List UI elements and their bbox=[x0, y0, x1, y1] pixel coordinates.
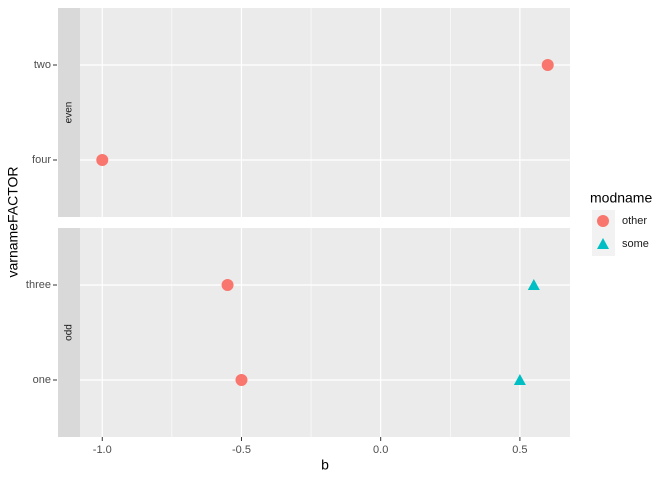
legend-title: modname bbox=[590, 190, 652, 206]
x-tick-label: 0.5 bbox=[512, 444, 527, 456]
strip-label: even bbox=[64, 102, 75, 124]
x-tick-label: -0.5 bbox=[232, 444, 251, 456]
x-axis-title: b bbox=[321, 457, 329, 473]
point bbox=[527, 279, 540, 290]
point bbox=[221, 279, 234, 291]
y-tick-label: three bbox=[26, 279, 51, 291]
strip-label: odd bbox=[64, 324, 75, 341]
y-tick-label: two bbox=[34, 59, 51, 71]
legend-label: some bbox=[622, 238, 649, 250]
y-tick-label: four bbox=[32, 154, 51, 166]
panel-background bbox=[80, 228, 570, 437]
legend-symbol bbox=[597, 215, 609, 227]
y-axis-title: varnameFACTOR bbox=[5, 167, 21, 278]
point bbox=[541, 59, 554, 71]
strip bbox=[58, 8, 80, 217]
legend-label: other bbox=[622, 215, 647, 227]
point bbox=[96, 154, 109, 166]
legend-symbol bbox=[597, 238, 609, 249]
y-tick-label: one bbox=[33, 374, 51, 386]
panel-background bbox=[80, 8, 570, 217]
point bbox=[513, 374, 526, 385]
strip bbox=[58, 228, 80, 437]
point bbox=[235, 374, 248, 386]
x-tick-label: -1.0 bbox=[93, 444, 112, 456]
x-tick-label: 0.0 bbox=[373, 444, 388, 456]
